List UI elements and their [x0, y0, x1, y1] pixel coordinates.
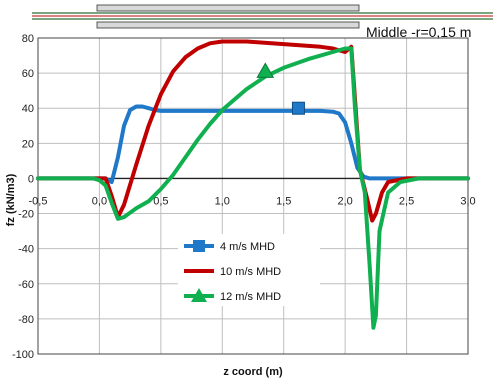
series-marker-3-triangle — [256, 62, 275, 78]
header-graphic — [32, 4, 493, 29]
x-tick-label: 2,0 — [337, 195, 352, 207]
series-line-3 — [36, 46, 470, 330]
x-tick-label: 0,0 — [92, 195, 107, 207]
y-tick-label: -100 — [12, 349, 34, 361]
legend-entry-1: 4 m/s MHD — [184, 240, 275, 253]
y-tick-label: -80 — [18, 314, 34, 326]
legend-label-3: 12 m/s MHD — [220, 291, 281, 303]
chart-series-markers — [256, 62, 305, 115]
x-axis-title: z coord (m) — [223, 366, 283, 378]
y-tick-label: 80 — [22, 33, 34, 45]
chart-series-lines — [36, 39, 470, 330]
legend-label-1: 4 m/s MHD — [220, 241, 275, 253]
x-tick-label: -0,5 — [29, 195, 48, 207]
legend-entry-3: 12 m/s MHD — [184, 288, 281, 303]
x-tick-label: 3,0 — [460, 195, 475, 207]
y-axis-title: fz (kN/m3) — [5, 173, 17, 226]
header-note: Middle -r=0,15 m — [366, 24, 471, 40]
legend-label-2: 10 m/s MHD — [220, 266, 281, 278]
x-tick-label: 1,0 — [215, 195, 230, 207]
y-tick-label: 60 — [22, 68, 34, 80]
series-line-1 — [36, 104, 470, 184]
x-tick-label: 1,5 — [276, 195, 291, 207]
x-tick-label: 0,5 — [153, 195, 168, 207]
y-tick-label: 20 — [22, 138, 34, 150]
chart-tick-labels: -0,5 0,0 0,5 1,0 1,5 2,0 2,5 3,0 -100 -80 -60 -40 -2… — [12, 33, 476, 361]
y-tick-label: -60 — [18, 279, 34, 291]
series-marker-1-square — [291, 101, 305, 115]
y-tick-label: 0 — [28, 173, 34, 185]
legend-entry-2: 10 m/s MHD — [184, 266, 281, 278]
series-line-2 — [36, 39, 470, 223]
y-tick-label: -20 — [18, 209, 34, 221]
x-tick-label: 2,5 — [399, 195, 414, 207]
legend-marker-3-triangle — [191, 288, 207, 302]
plot-frame — [37, 37, 469, 355]
legend-marker-1-square — [193, 240, 205, 252]
y-tick-label: 40 — [22, 103, 34, 115]
header-bar-upper — [96, 4, 360, 12]
chart-legend: 4 m/s MHD 10 m/s MHD 12 m/s MHD — [178, 234, 320, 306]
header-bar-lower — [96, 21, 360, 29]
y-tick-label: -40 — [18, 244, 34, 256]
